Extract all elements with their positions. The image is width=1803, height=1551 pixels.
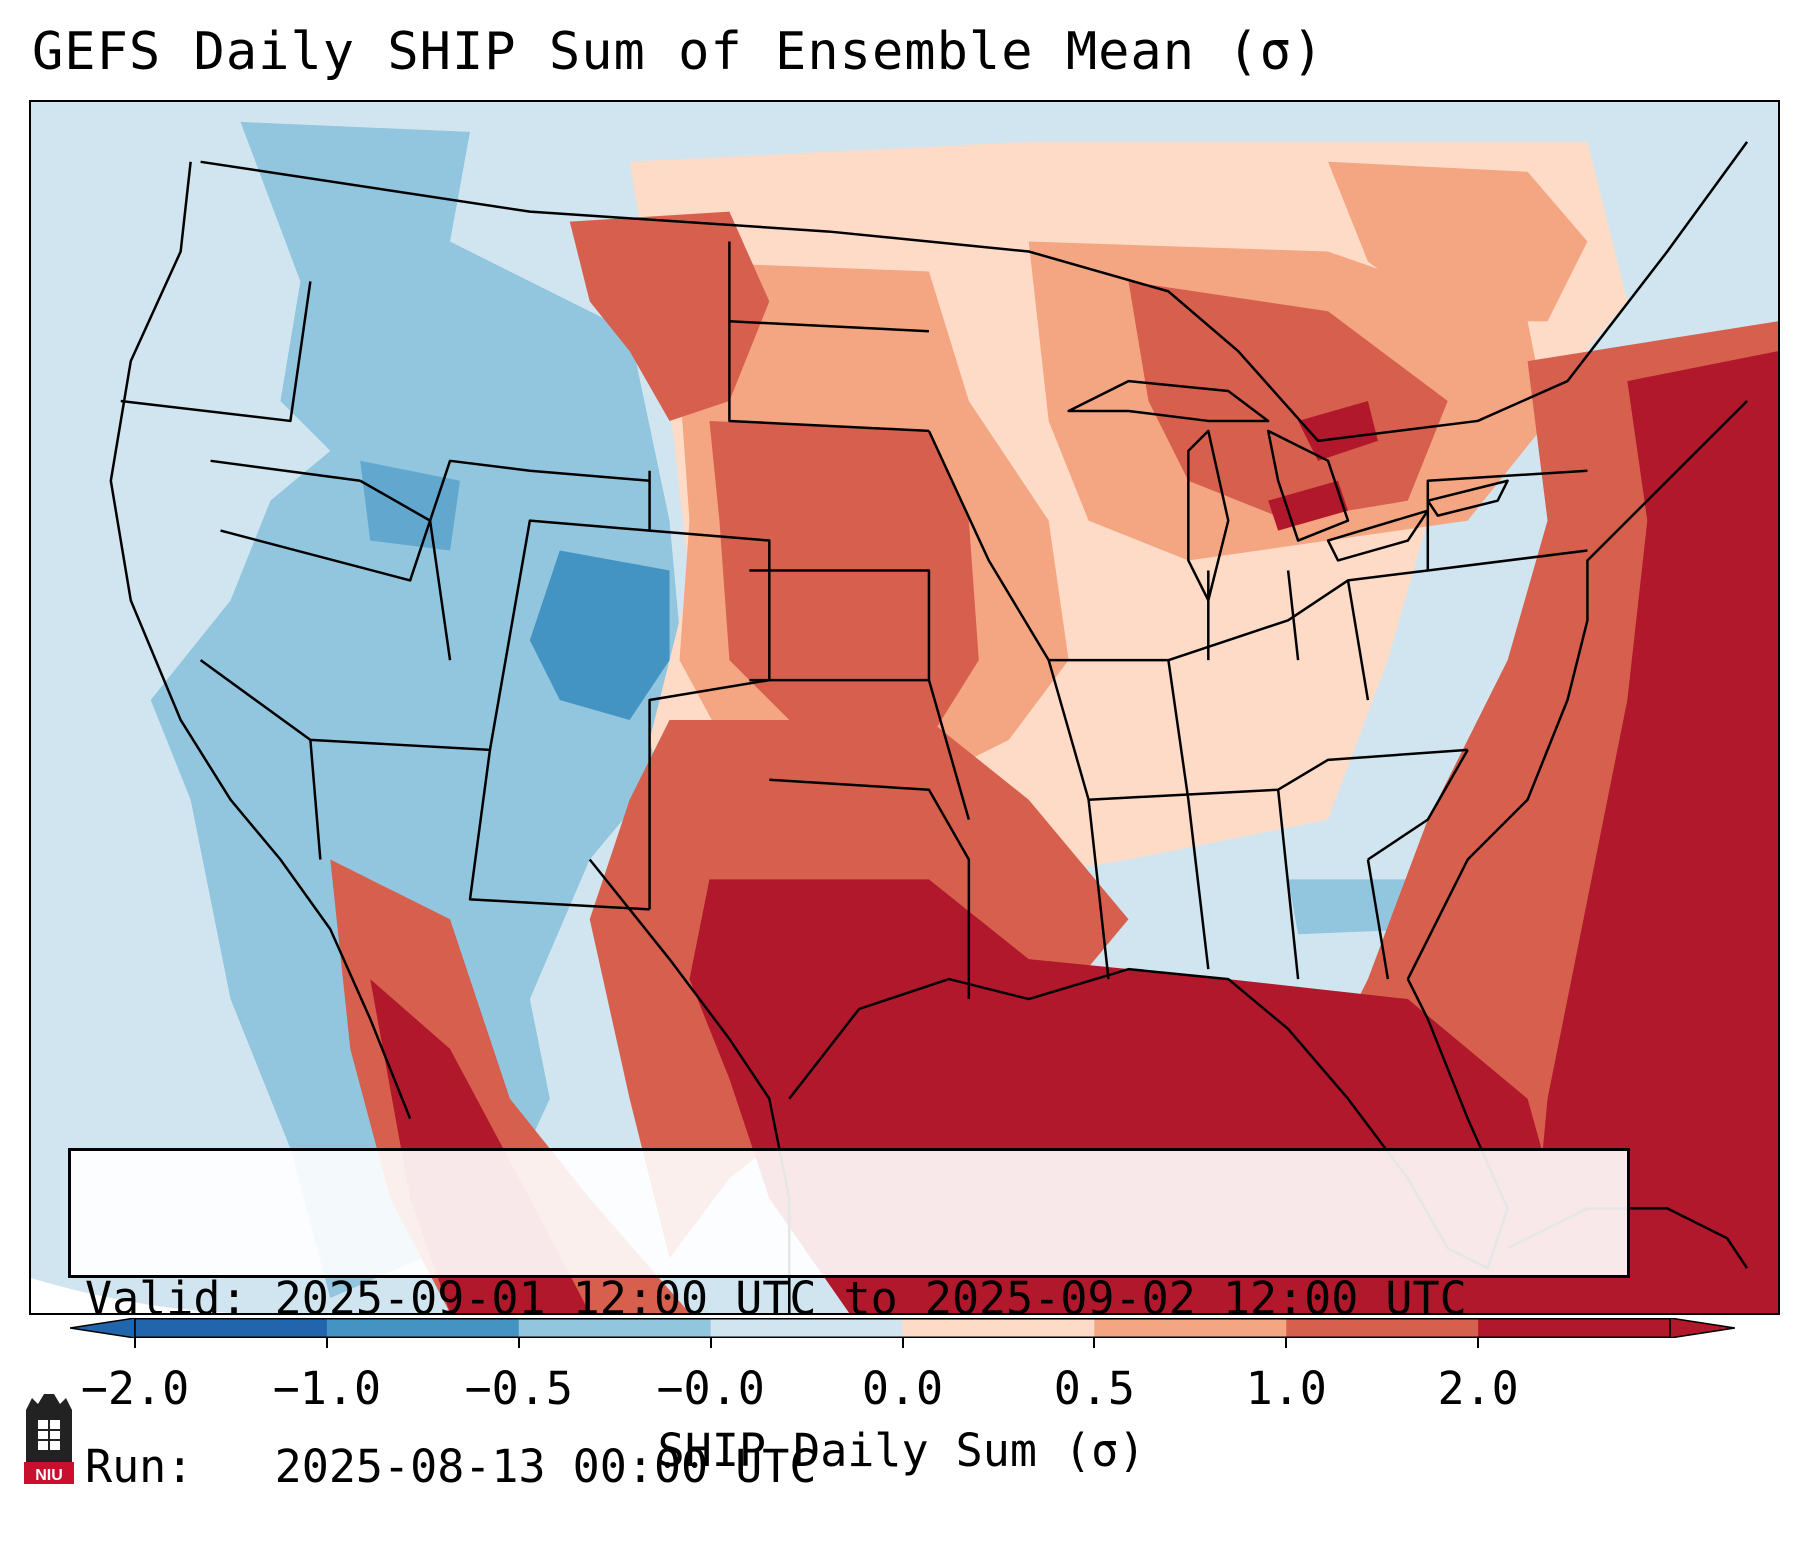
colorbar-tick-mark bbox=[134, 1338, 136, 1348]
colorbar-tick-label: 0.5 bbox=[1053, 1362, 1136, 1415]
state-border-14 bbox=[1207, 570, 1370, 701]
lake-michigan bbox=[1187, 429, 1230, 602]
colorbar-bin bbox=[518, 1318, 712, 1338]
colorbar-bin bbox=[1286, 1318, 1479, 1338]
state-border-3 bbox=[210, 459, 452, 661]
valid-time-text: Valid: 2025-09-01 12:00 UTC to 2025-09-0… bbox=[85, 1272, 1467, 1325]
state-border-5 bbox=[488, 470, 651, 751]
colorbar-bin bbox=[710, 1318, 903, 1338]
colorbar-label: SHIP Daily Sum (σ) bbox=[657, 1424, 1146, 1477]
colorbar-tick-label: 0.0 bbox=[861, 1362, 944, 1415]
colorbar-bin bbox=[902, 1318, 1095, 1338]
high-central-plains bbox=[709, 420, 979, 740]
colorbar-tick-label: −0.5 bbox=[464, 1362, 573, 1415]
logo-text: NIU bbox=[35, 1467, 63, 1484]
colorbar-tick-mark bbox=[517, 1338, 520, 1348]
colorbar-bin bbox=[1094, 1318, 1287, 1338]
colorbar-outline bbox=[134, 1318, 1671, 1338]
colorbar-tick-label: −2.0 bbox=[80, 1362, 190, 1415]
off-grid-corner bbox=[31, 1278, 231, 1313]
colorbar-extend-high bbox=[1669, 1318, 1735, 1338]
negative-anomaly-regions bbox=[150, 121, 1418, 1299]
high-great-lakes bbox=[1128, 281, 1448, 521]
colorbar-tick-mark bbox=[1477, 1338, 1480, 1348]
colorbar-tick-mark bbox=[901, 1338, 904, 1348]
colorbar-tick-mark bbox=[709, 1338, 712, 1348]
state-border-9 bbox=[769, 778, 971, 1000]
canada-west-high bbox=[569, 211, 770, 421]
erie-strong bbox=[1268, 480, 1348, 531]
map-frame bbox=[29, 100, 1780, 1315]
lake-ontario bbox=[1426, 479, 1509, 517]
colorbar-tick-label: −1.0 bbox=[272, 1362, 382, 1415]
colorbar-tick-mark bbox=[1285, 1338, 1288, 1348]
west-coast bbox=[109, 161, 412, 1120]
logo-badge bbox=[24, 1462, 74, 1484]
niu-logo: NIU bbox=[24, 1394, 74, 1484]
colorbar-tick-mark bbox=[1093, 1338, 1096, 1348]
state-border-7 bbox=[728, 241, 930, 433]
state-border-1 bbox=[120, 281, 312, 423]
state-border-16 bbox=[1276, 789, 1390, 980]
lake-erie bbox=[1326, 509, 1430, 562]
state-border-2 bbox=[220, 459, 650, 582]
colorbar-tick-label: 2.0 bbox=[1437, 1362, 1519, 1415]
colorbar-extend-low bbox=[70, 1318, 136, 1338]
east-coast-strong bbox=[1527, 351, 1778, 1313]
run-time-text: Run: 2025-08-13 00:00 UTC bbox=[85, 1440, 817, 1493]
state-border-17 bbox=[1367, 749, 1469, 861]
colorbar-bin bbox=[135, 1318, 328, 1338]
ontario-strong bbox=[1298, 401, 1378, 461]
boundary-lines bbox=[109, 141, 1749, 1313]
colorbar-tick-label: 1.0 bbox=[1245, 1362, 1327, 1415]
lake-huron bbox=[1266, 429, 1350, 542]
low-colorado bbox=[529, 550, 670, 720]
state-border-12 bbox=[1088, 748, 1468, 801]
lake-superior bbox=[1067, 379, 1270, 423]
ship-anomaly-map bbox=[31, 102, 1778, 1313]
state-border-4 bbox=[199, 659, 650, 911]
state-border-11 bbox=[1048, 658, 1210, 970]
east-coast bbox=[1406, 400, 1748, 980]
mid-low-west bbox=[150, 121, 690, 1299]
info-box: Valid: 2025-09-01 12:00 UTC to 2025-09-0… bbox=[68, 1148, 1630, 1493]
state-border-15 bbox=[1426, 469, 1588, 571]
florida-panhandle-blue bbox=[1288, 879, 1418, 935]
colorbar bbox=[70, 1318, 1735, 1338]
quebec-high bbox=[1328, 161, 1588, 322]
colorbar-bin bbox=[326, 1318, 520, 1338]
canada-border bbox=[200, 141, 1749, 443]
colorbar-bin bbox=[1478, 1318, 1671, 1338]
map-title: GEFS Daily SHIP Sum of Ensemble Mean (σ) bbox=[32, 22, 1325, 82]
state-border-8 bbox=[749, 569, 971, 820]
colorbar-tick-label: −0.0 bbox=[656, 1362, 765, 1415]
low-central-west bbox=[360, 460, 461, 551]
colorbar-tick-mark bbox=[325, 1338, 328, 1348]
